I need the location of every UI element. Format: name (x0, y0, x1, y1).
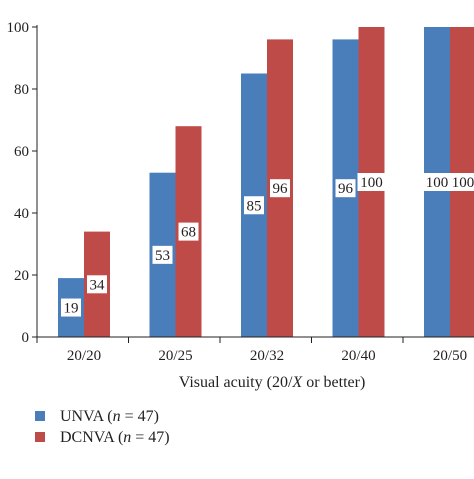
data-label: 85 (247, 198, 262, 214)
data-label-box (335, 179, 356, 198)
y-tick-label: 20 (14, 268, 29, 284)
data-label-box (152, 245, 173, 264)
x-axis-title: Visual acuity (20/X or better) (179, 374, 366, 391)
data-label: 96 (273, 181, 289, 197)
legend-label-unva: UNVA (n = 47) (60, 408, 159, 425)
data-label-box (87, 275, 107, 294)
data-label-box (270, 179, 290, 198)
data-label-box (178, 222, 199, 241)
x-tick-label: 20/25 (158, 348, 192, 364)
data-label-box (357, 173, 386, 191)
legend-label-dcnva: DCNVA (n = 47) (60, 429, 170, 446)
data-label: 34 (90, 277, 106, 293)
data-label-box (244, 196, 264, 215)
x-tick-label: 20/20 (67, 348, 101, 364)
data-label: 19 (64, 301, 79, 317)
data-label-box (423, 173, 451, 191)
legend-swatch-unva (35, 411, 45, 421)
y-tick-label: 80 (14, 82, 29, 98)
data-label-box (449, 173, 474, 191)
data-label: 100 (426, 175, 449, 191)
data-label: 100 (452, 175, 474, 191)
data-label-box (61, 298, 81, 317)
data-label: 96 (338, 181, 354, 197)
x-tick-label: 20/50 (433, 348, 467, 364)
x-tick-label: 20/40 (341, 348, 375, 364)
legend-swatch-dcnva (35, 432, 45, 442)
data-label: 53 (155, 248, 170, 264)
y-tick-label: 40 (14, 206, 29, 222)
data-label: 68 (181, 225, 196, 241)
y-tick-label: 0 (22, 330, 30, 346)
data-label: 100 (360, 175, 383, 191)
y-tick-label: 100 (7, 20, 30, 36)
x-tick-label: 20/32 (250, 348, 284, 364)
y-tick-label: 60 (14, 144, 29, 160)
